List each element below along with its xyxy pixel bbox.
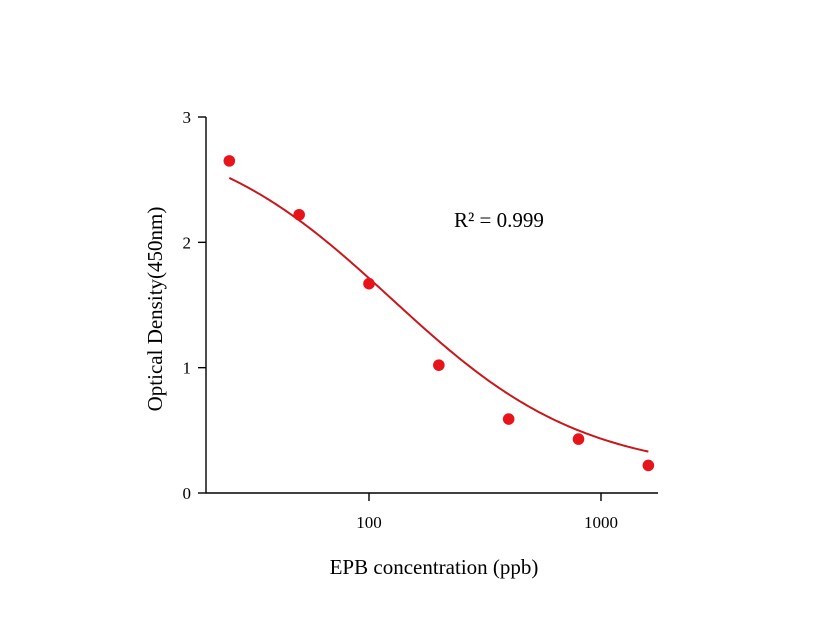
data-point: [293, 208, 305, 221]
x-tick-label: 100: [356, 513, 382, 532]
data-point: [572, 433, 585, 445]
x-tick-label: 1000: [584, 513, 618, 532]
ticks: 0 1 2 3 100 1000: [183, 108, 619, 532]
data-point: [502, 413, 515, 425]
data-points: [223, 155, 655, 472]
fit-curve: [228, 177, 649, 453]
r-squared-annotation: R² = 0.999: [454, 208, 544, 232]
x-axis-label: EPB concentration (ppb): [330, 555, 539, 579]
y-tick-label: 2: [183, 233, 192, 252]
y-axis-label: Optical Density(450nm): [143, 207, 167, 412]
y-tick-label: 0: [183, 484, 192, 503]
y-tick-label: 1: [183, 359, 192, 378]
data-point: [363, 277, 375, 290]
axes: [205, 117, 658, 494]
data-point: [223, 155, 236, 167]
data-point: [433, 359, 445, 371]
data-point: [642, 459, 655, 472]
y-tick-label: 3: [183, 108, 192, 127]
